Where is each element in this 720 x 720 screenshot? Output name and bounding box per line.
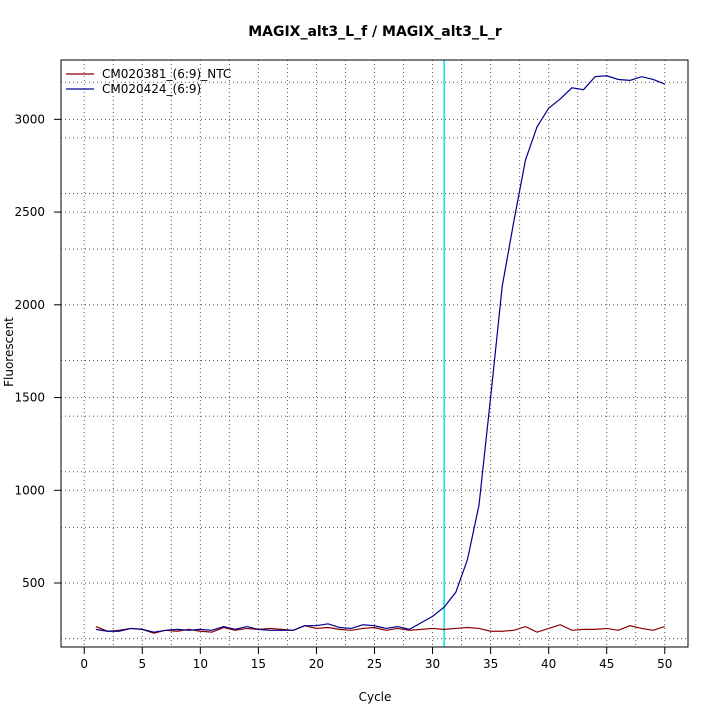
legend-label-2: CM020424_(6:9) xyxy=(102,82,201,96)
y-tick-label: 2500 xyxy=(14,205,45,219)
x-tick-label: 10 xyxy=(193,657,208,671)
x-tick-label: 30 xyxy=(425,657,440,671)
grid xyxy=(61,60,688,647)
y-axis-label: Fluorescent xyxy=(2,317,16,387)
x-tick-label: 35 xyxy=(483,657,498,671)
x-tick-label: 15 xyxy=(251,657,266,671)
x-tick-label: 40 xyxy=(541,657,556,671)
chart-title: MAGIX_alt3_L_f / MAGIX_alt3_L_r xyxy=(248,24,502,40)
x-tick-label: 0 xyxy=(80,657,88,671)
y-tick-label: 3000 xyxy=(14,112,45,126)
y-tick-label: 1000 xyxy=(14,483,45,497)
y-tick-label: 500 xyxy=(22,576,45,590)
y-axis: 500 1000 1500 2000 2500 3000 xyxy=(14,112,62,590)
y-tick-label: 2000 xyxy=(14,298,45,312)
x-tick-label: 25 xyxy=(367,657,382,671)
x-tick-label: 50 xyxy=(657,657,672,671)
x-axis-label: Cycle xyxy=(359,690,392,704)
series-layer xyxy=(95,75,666,634)
x-axis: 0 5 10 15 20 25 30 35 40 45 50 xyxy=(80,646,672,671)
y-tick-label: 1500 xyxy=(14,391,45,405)
x-tick-label: 45 xyxy=(599,657,614,671)
legend-label-1: CM020381_(6:9)_NTC xyxy=(102,67,231,81)
x-tick-label: 5 xyxy=(138,657,146,671)
x-tick-label: 20 xyxy=(309,657,324,671)
series-line-2 xyxy=(95,75,666,633)
series-line-1 xyxy=(95,624,665,634)
